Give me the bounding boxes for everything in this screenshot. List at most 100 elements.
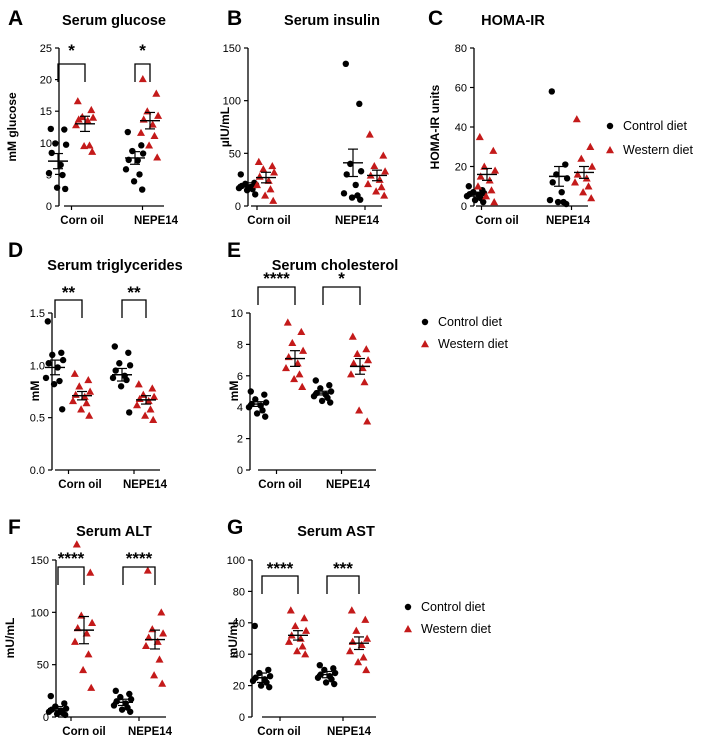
western-point [282, 363, 290, 372]
control-point [342, 60, 349, 67]
western-point [82, 399, 91, 407]
western-point [490, 198, 499, 206]
western-point [87, 105, 96, 114]
control-point [249, 677, 257, 685]
x-tick-label: NEPE14 [326, 479, 371, 491]
control-point [554, 198, 562, 206]
panel-letter: C [428, 7, 443, 30]
y-axis-label: mU/mL [226, 618, 240, 659]
control-point [247, 388, 254, 395]
legend-western-marker [421, 340, 429, 348]
western-point [579, 188, 588, 196]
western-point [380, 191, 389, 199]
western-point [152, 89, 161, 97]
western-point [476, 172, 485, 180]
western-point [300, 614, 309, 622]
control-point [53, 184, 61, 191]
control-point [45, 708, 53, 715]
western-point [86, 568, 95, 576]
control-point [480, 198, 487, 206]
significance-bracket [134, 63, 151, 82]
x-tick-label: Corn oil [258, 479, 301, 491]
control-point [138, 142, 145, 149]
control-point [117, 383, 125, 390]
panel-e: E Serum cholesterol 0 2 4 6 8 10 Corn oil NEPE14 m… [227, 239, 398, 491]
western-point [75, 382, 84, 390]
control-point [549, 179, 556, 186]
western-point [146, 405, 155, 413]
control-point [266, 683, 273, 691]
western-point [379, 151, 388, 159]
western-point [148, 384, 157, 392]
western-point [84, 650, 93, 658]
control-point [61, 711, 69, 719]
control-point [45, 360, 52, 367]
panel-letter: D [8, 239, 23, 262]
western-point [347, 370, 355, 378]
control-point [262, 413, 269, 420]
control-point [316, 661, 323, 669]
western-point [357, 640, 366, 648]
control-point [322, 679, 330, 686]
western-point [293, 359, 302, 367]
control-point [124, 128, 131, 136]
western-point [360, 378, 369, 386]
y-axis-label: HOMA-IR units [428, 84, 442, 169]
western-point [137, 128, 145, 136]
control-point [62, 141, 70, 148]
control-point [45, 169, 53, 177]
control-point [245, 404, 253, 411]
control-point [53, 710, 61, 718]
control-point [327, 399, 334, 406]
y-tick-label: 4 [237, 402, 243, 414]
western-point [586, 142, 595, 150]
western-point [487, 186, 496, 194]
control-point [47, 692, 54, 700]
legend-control-label: Control diet [421, 600, 485, 614]
western-point [139, 115, 148, 123]
y-tick-label: 10 [231, 308, 243, 320]
significance-bracket [261, 575, 299, 594]
control-point [109, 374, 117, 382]
x-tick-label: NEPE14 [546, 215, 591, 227]
control-point [116, 360, 123, 367]
western-point [355, 406, 364, 414]
x-tick-label: NEPE14 [327, 726, 372, 738]
control-point [126, 409, 133, 416]
western-point [361, 615, 370, 623]
control-point [58, 349, 65, 356]
western-point [482, 192, 491, 200]
control-point [136, 171, 143, 178]
control-point [52, 140, 59, 147]
western-point [71, 637, 79, 645]
control-point [252, 191, 259, 198]
western-point [158, 679, 167, 687]
western-point [255, 172, 264, 180]
control-point [235, 184, 243, 192]
control-point [356, 100, 363, 108]
x-tick-label: Corn oil [60, 215, 103, 227]
y-axis-label: mM glucose [5, 92, 19, 162]
x-tick-label: Corn oil [475, 215, 518, 227]
control-point [50, 380, 58, 388]
western-point [293, 647, 302, 655]
y-tick-label: 20 [40, 75, 52, 87]
western-point [372, 187, 381, 195]
x-tick-label: Corn oil [247, 215, 290, 227]
control-point [129, 147, 136, 155]
western-point [298, 382, 307, 390]
western-point [286, 606, 295, 614]
control-point [49, 351, 56, 359]
chart-title: Serum ALT [76, 524, 152, 540]
significance-bracket [54, 299, 83, 318]
control-point [265, 666, 272, 674]
western-point [138, 74, 147, 83]
y-tick-label: 2 [237, 434, 243, 446]
y-tick-label: 1.0 [30, 360, 45, 372]
control-point [139, 150, 147, 157]
western-point [572, 115, 581, 123]
western-point [85, 141, 94, 149]
western-point [491, 166, 500, 174]
panel-b: B Serum insulin 0 50 100 150 Corn oil NEPE14 µIU… [218, 7, 390, 227]
western-point [381, 167, 390, 175]
